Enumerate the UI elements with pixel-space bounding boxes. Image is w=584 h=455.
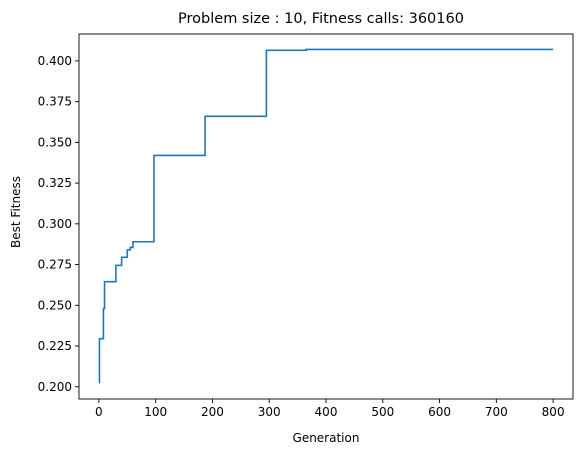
- plot-area: 0 100 200 300 400 500 600 700 800 0.200 0.225 0.250…: [38, 33, 574, 419]
- x-tick-label: 700: [485, 405, 508, 419]
- x-tick-label: 800: [542, 405, 565, 419]
- x-tick-label: 500: [371, 405, 394, 419]
- x-tick-label: 300: [258, 405, 281, 419]
- y-tick-label: 0.375: [38, 95, 72, 109]
- y-tick-label: 0.325: [38, 176, 72, 190]
- y-tick-label: 0.250: [38, 298, 72, 312]
- x-tick-label: 100: [144, 405, 167, 419]
- chart-title: Problem size : 10, Fitness calls: 360160: [178, 11, 464, 27]
- y-axis-label: Best Fitness: [9, 176, 23, 248]
- y-tick-label: 0.275: [38, 258, 72, 272]
- x-tick-label: 200: [201, 405, 224, 419]
- y-tick-label: 0.200: [38, 380, 72, 394]
- series-line-0: [98, 48, 554, 384]
- y-tick-label: 0.400: [38, 54, 72, 68]
- y-tick-label: 0.350: [38, 135, 72, 149]
- y-tick-label: 0.225: [38, 339, 72, 353]
- x-tick-label: 400: [315, 405, 338, 419]
- y-tick-label: 0.300: [38, 217, 72, 231]
- x-tick-label: 600: [428, 405, 451, 419]
- x-axis-label: Generation: [293, 431, 360, 445]
- x-tick-label: 0: [95, 405, 103, 419]
